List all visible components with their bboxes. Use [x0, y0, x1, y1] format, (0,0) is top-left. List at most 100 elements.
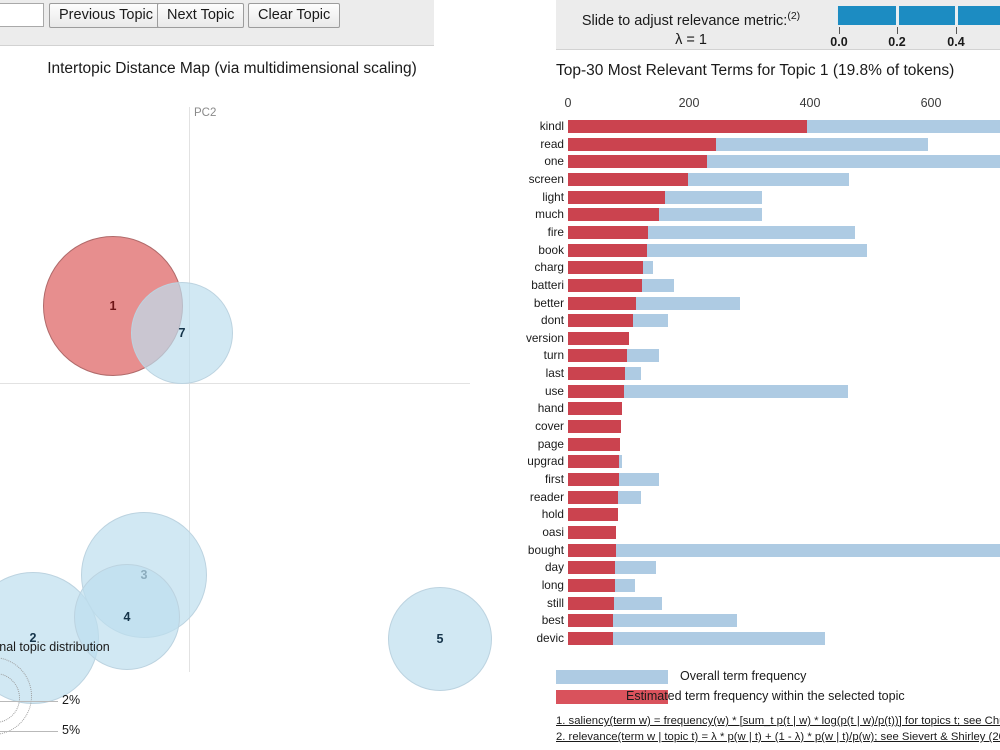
bar-row[interactable]: long [542, 578, 1000, 592]
bar-topic-frequency [568, 314, 634, 328]
intertopic-distance-map[interactable]: PC2 172345 [0, 85, 492, 704]
bar-topic-frequency [568, 190, 665, 204]
bar-term-label[interactable]: devic [536, 630, 564, 645]
bar-topic-frequency [568, 331, 629, 345]
bar-term-label[interactable]: long [541, 577, 564, 592]
bar-term-label[interactable]: kindl [539, 119, 564, 133]
bar-topic-frequency [568, 225, 649, 239]
bar-row[interactable]: day [545, 560, 1000, 575]
bar-term-label[interactable]: much [535, 207, 564, 222]
bar-term-label[interactable]: oasi [542, 524, 564, 539]
bar-term-label[interactable]: best [541, 613, 564, 628]
bar-row[interactable]: kindl [540, 119, 1000, 133]
bar-topic-frequency [568, 120, 807, 133]
previous-topic-button[interactable]: Previous Topic [49, 3, 164, 28]
footnote-relevance[interactable]: 2. relevance(term w | topic t) = λ * p(w… [556, 731, 1000, 743]
bar-term-label[interactable]: read [540, 136, 564, 151]
marginal-distribution-title: Marginal topic distribution [0, 640, 110, 654]
bar-term-label[interactable]: first [544, 472, 564, 486]
slider-fill [838, 6, 1000, 25]
bar-row[interactable]: dont [541, 313, 1000, 328]
topic-bubble-7[interactable] [131, 282, 233, 384]
slider-caption: Slide to adjust relevance metric:(2) λ =… [556, 7, 826, 50]
bar-term-label[interactable]: cover [535, 419, 564, 434]
bar-term-label[interactable]: day [544, 560, 564, 575]
bar-row[interactable]: book [538, 243, 1000, 257]
bar-row[interactable]: charg [534, 260, 1000, 275]
bar-term-label[interactable]: book [538, 242, 564, 257]
bar-row[interactable]: reader [530, 490, 1000, 504]
bar-term-label[interactable]: dont [541, 313, 564, 328]
bar-row[interactable]: screen [529, 172, 1000, 186]
bar-row[interactable]: version [526, 331, 1000, 345]
topic-bubble-label-2: 2 [29, 631, 37, 645]
bar-term-label[interactable]: light [542, 189, 564, 204]
bar-topic-frequency [568, 420, 622, 434]
bar-row[interactable]: page [538, 437, 1000, 451]
bar-term-label[interactable]: fire [547, 224, 564, 239]
slider-tick-2: 0.4 [947, 35, 965, 49]
bar-row[interactable]: better [534, 296, 1000, 310]
topic-bubble-4[interactable] [74, 564, 180, 670]
bar-term-label[interactable]: last [545, 366, 564, 381]
bar-row[interactable]: last [546, 366, 1000, 381]
bar-row[interactable]: cover [535, 419, 1000, 434]
bar-row[interactable]: first [545, 472, 1000, 486]
slider-tick-axis: 0.0 0.2 0.4 0.6 [830, 27, 1000, 49]
bar-term-label[interactable]: use [544, 383, 564, 398]
bar-term-label[interactable]: reader [529, 489, 564, 504]
bar-row[interactable]: hand [538, 401, 1000, 416]
bar-row[interactable]: one [544, 154, 1000, 169]
bar-row[interactable]: hold [542, 507, 1000, 522]
bar-row[interactable]: turn [544, 348, 1000, 363]
bar-term-label[interactable]: one [544, 154, 564, 169]
bar-term-label[interactable]: charg [534, 260, 564, 275]
bar-term-label[interactable]: version [525, 330, 564, 345]
bar-term-label[interactable]: bought [527, 542, 564, 557]
bar-term-label[interactable]: screen [528, 171, 564, 186]
slider-track[interactable] [834, 6, 1000, 25]
bar-term-label[interactable]: better [533, 295, 564, 310]
topic-bubble-label-1: 1 [109, 299, 117, 313]
bar-topic-frequency [568, 243, 647, 257]
slider-tick-0: 0.0 [830, 35, 848, 49]
footnote-saliency[interactable]: 1. saliency(term w) = frequency(w) * [su… [556, 715, 1000, 727]
bar-topic-frequency [568, 508, 618, 522]
bar-term-label[interactable]: turn [543, 348, 564, 363]
topic-number-input[interactable] [0, 3, 44, 27]
topic-bubble-label-5: 5 [436, 632, 444, 646]
bar-row[interactable]: oasi [542, 525, 1000, 539]
lambda-value-text: λ = 1 [675, 31, 707, 48]
bar-topic-frequency [568, 384, 625, 398]
bar-row[interactable]: fire [548, 225, 1000, 239]
bar-overall-frequency [568, 543, 1000, 557]
bar-term-label[interactable]: page [537, 436, 564, 451]
bar-row[interactable]: upgrad [527, 454, 1000, 469]
bar-term-label[interactable]: hold [541, 507, 564, 522]
bar-row[interactable]: batteri [531, 278, 1000, 292]
bar-row[interactable]: best [542, 613, 1000, 628]
bar-term-label[interactable]: batteri [531, 277, 564, 292]
clear-topic-button[interactable]: Clear Topic [248, 3, 341, 28]
bar-row[interactable]: still [547, 596, 1000, 610]
bar-term-label[interactable]: still [546, 595, 564, 610]
bar-row[interactable]: light [542, 190, 1000, 204]
bar-topic-frequency [568, 490, 619, 504]
marginal-label-2pct: 2% [62, 693, 81, 707]
next-topic-button[interactable]: Next Topic [157, 3, 245, 28]
bar-row[interactable]: much [535, 207, 1000, 222]
bar-term-label[interactable]: upgrad [527, 454, 564, 469]
bar-row[interactable]: read [540, 137, 1000, 151]
bar-row[interactable]: devic [536, 631, 1000, 645]
lambda-slider[interactable]: 0.0 0.2 0.4 0.6 [830, 6, 1000, 49]
bar-term-label[interactable]: hand [537, 401, 564, 416]
slider-handle[interactable] [834, 6, 837, 25]
bar-row[interactable]: bought [528, 543, 1000, 557]
topic-toolbar: Previous Topic Next Topic Clear Topic [0, 0, 434, 46]
barchart-legend: Overall term frequency Estimated term fr… [556, 668, 1000, 750]
topic-bubble-5[interactable] [388, 587, 492, 691]
bar-topic-frequency [568, 155, 708, 169]
bar-row[interactable]: use [545, 384, 1000, 398]
legend-label-estimated: Estimated term frequency within the sele… [626, 689, 905, 703]
bar-topic-frequency [568, 473, 619, 486]
